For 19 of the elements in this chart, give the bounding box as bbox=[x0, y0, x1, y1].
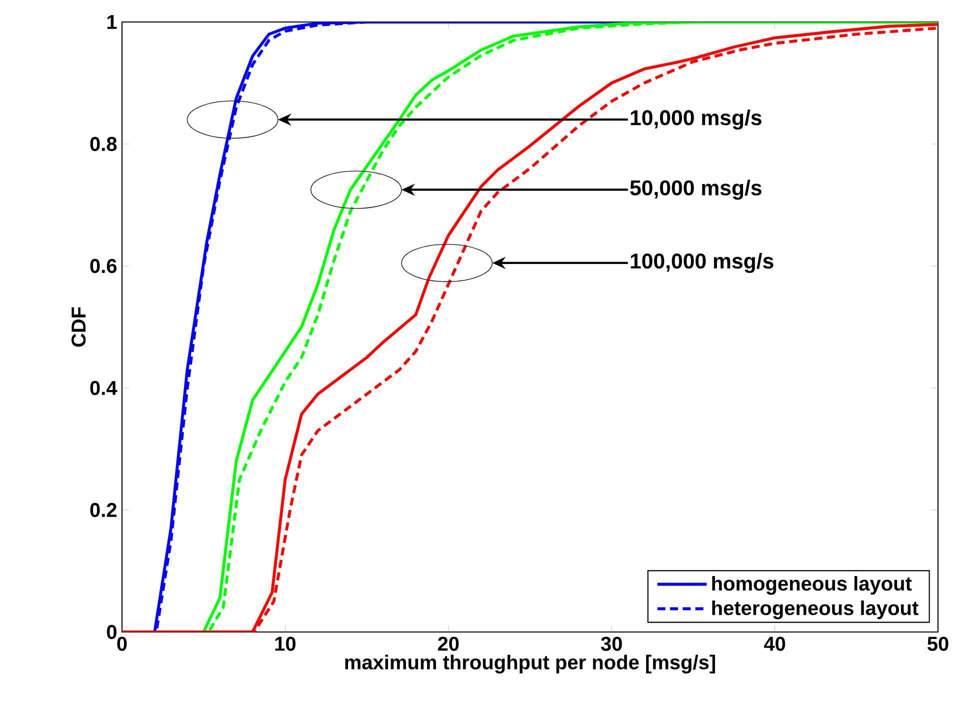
y-tick-label: 0.8 bbox=[90, 136, 117, 152]
legend-label: homogeneous layout bbox=[712, 576, 912, 595]
legend-label: heterogeneous layout bbox=[712, 600, 918, 620]
x-tick-label: 50 bbox=[927, 636, 948, 651]
x-tick-label: 20 bbox=[438, 636, 459, 651]
x-tick-label: 30 bbox=[600, 636, 622, 651]
x-axis-title: maximum throughput per node [msg/s] bbox=[345, 654, 716, 674]
x-tick-label: 0 bbox=[117, 636, 127, 651]
x-tick-label: 40 bbox=[764, 636, 786, 651]
y-axis-title: CDF bbox=[72, 307, 86, 347]
y-tick-label: 0.2 bbox=[90, 502, 116, 518]
y-tick-label: 0 bbox=[106, 624, 116, 640]
y-tick-label: 1 bbox=[107, 15, 117, 29]
annotation: 100,000 msg/s bbox=[630, 252, 774, 273]
y-tick-label: 0.6 bbox=[90, 258, 117, 274]
x-tick-label: 10 bbox=[275, 636, 296, 651]
y-tick-label: 0.4 bbox=[90, 380, 118, 396]
annotation: 50,000 msg/s bbox=[630, 180, 762, 200]
annotation: 10,000 msg/s bbox=[630, 110, 762, 130]
